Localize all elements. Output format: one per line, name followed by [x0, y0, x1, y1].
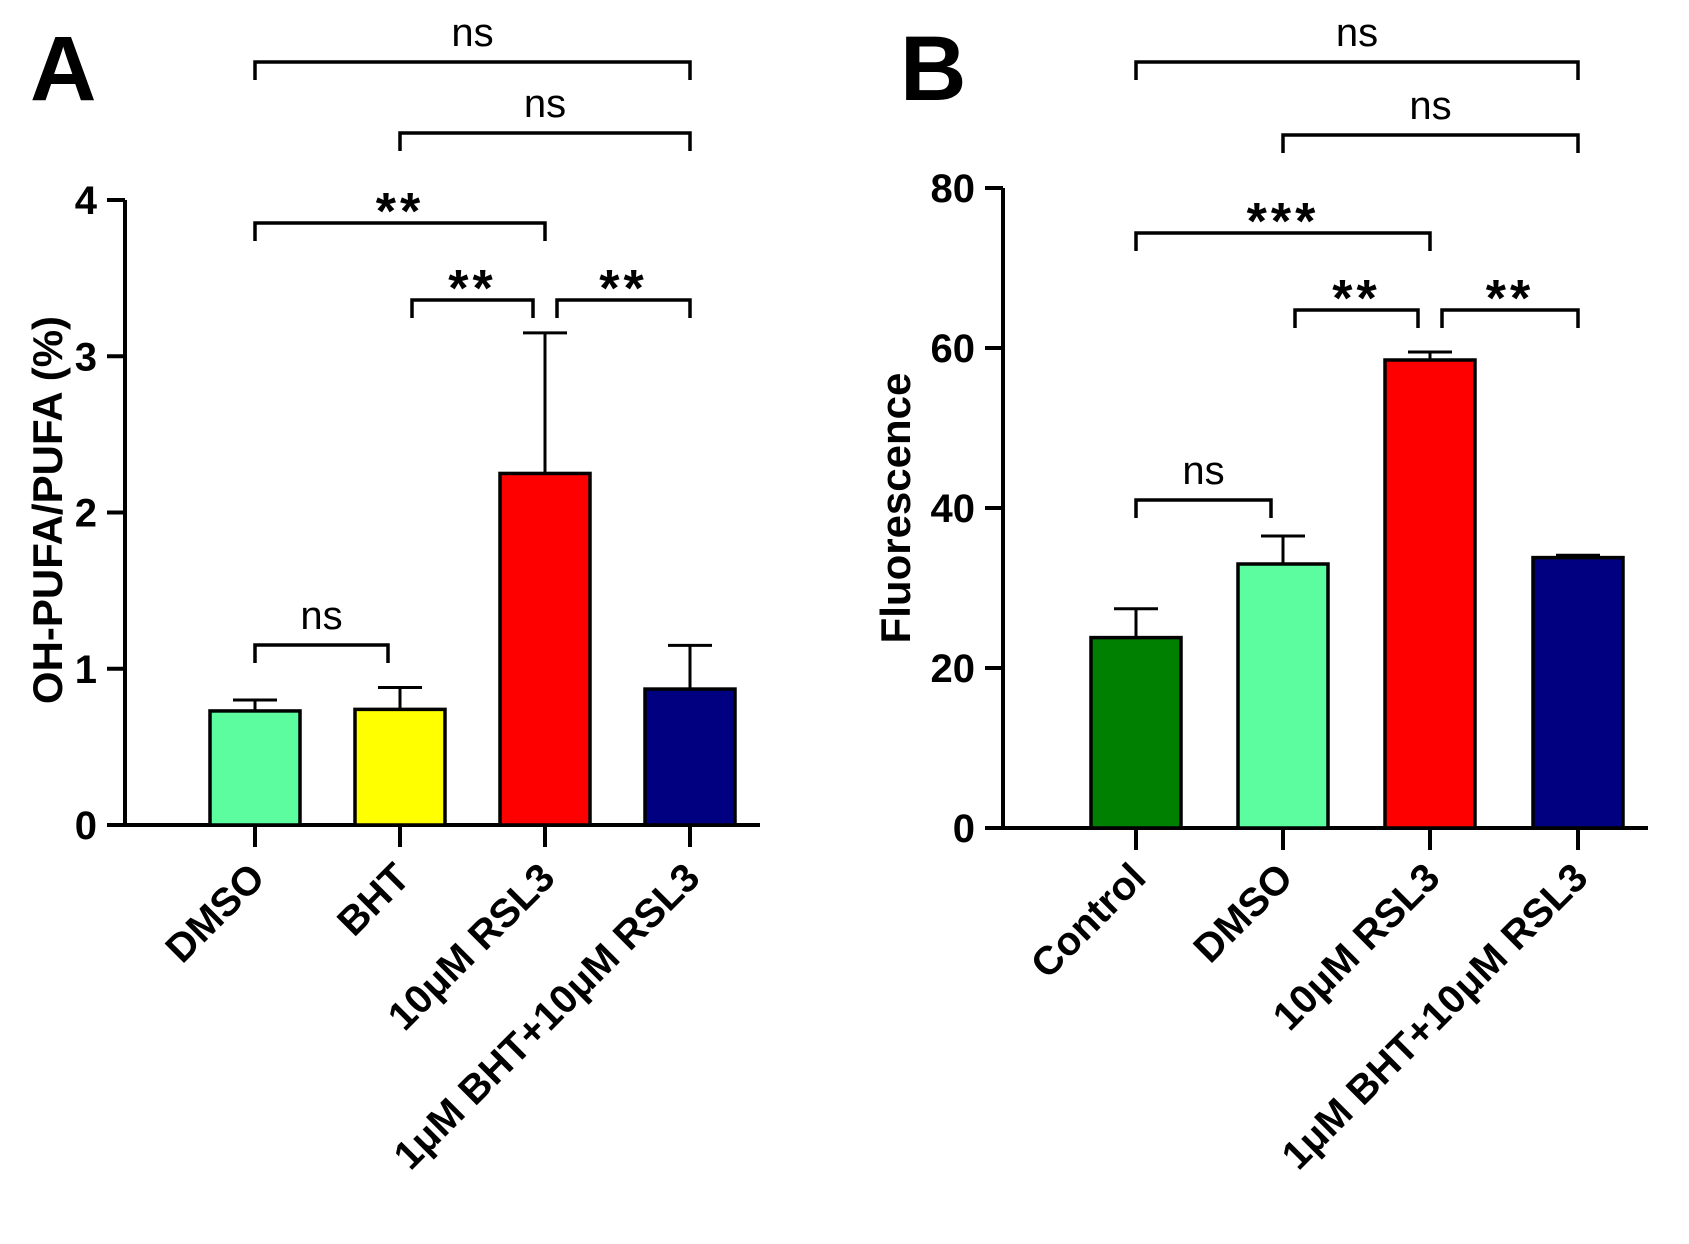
significance-label: **	[448, 260, 496, 318]
significance-label: ns	[1336, 11, 1378, 55]
category-label: DMSO	[1185, 855, 1301, 971]
bar-4	[643, 687, 737, 827]
y-tick-label: 20	[931, 647, 976, 691]
panel-label-a: A	[30, 18, 96, 120]
significance-bracket	[253, 221, 547, 241]
significance-label: ***	[1247, 193, 1320, 251]
y-tick-label: 4	[75, 179, 98, 223]
significance-bracket	[1293, 308, 1420, 328]
significance-label: ns	[1409, 84, 1451, 128]
significance-bracket	[1281, 133, 1580, 153]
significance-bracket	[253, 60, 692, 80]
category-label: 1μM BHT+10μM RSL3	[1274, 855, 1597, 1178]
significance-bracket	[253, 643, 390, 663]
significance-label: **	[1486, 270, 1534, 328]
bar-3	[498, 471, 592, 827]
bar-4	[1531, 555, 1625, 830]
significance-label: ns	[451, 11, 493, 55]
significance-bracket	[555, 298, 692, 318]
significance-label: ns	[1182, 449, 1224, 493]
y-tick-label: 0	[953, 807, 975, 851]
y-axis-title: OH-PUFA/PUFA (%)	[24, 316, 71, 704]
y-tick-label: 0	[75, 804, 97, 848]
significance-bracket	[1134, 60, 1580, 80]
category-label: 1μM BHT+10μM RSL3	[386, 855, 709, 1178]
category-label: DMSO	[157, 855, 273, 971]
significance-bracket	[398, 131, 692, 151]
significance-label: **	[1332, 270, 1380, 328]
y-tick-label: 2	[75, 492, 97, 536]
significance-label: ns	[300, 594, 342, 638]
bar-1	[208, 709, 302, 827]
y-tick-label: 80	[931, 167, 976, 211]
significance-label: ns	[524, 82, 566, 126]
bar-3	[1383, 358, 1477, 830]
bar-1	[1089, 635, 1183, 830]
significance-bracket	[1134, 498, 1273, 518]
y-axis-title: Fluorescence	[872, 373, 919, 644]
significance-bracket	[1440, 308, 1580, 328]
category-label: Control	[1023, 855, 1155, 987]
significance-label: **	[376, 183, 424, 241]
bar-2	[353, 707, 447, 827]
category-label: BHT	[329, 855, 418, 944]
panel-label-b: B	[900, 18, 966, 120]
y-tick-label: 60	[931, 327, 976, 371]
significance-bracket	[1134, 231, 1432, 251]
y-tick-label: 40	[931, 487, 976, 531]
bar-2	[1236, 562, 1330, 830]
y-tick-label: 1	[75, 648, 97, 692]
significance-label: **	[599, 260, 647, 318]
significance-bracket	[410, 298, 535, 318]
y-tick-label: 3	[75, 335, 97, 379]
